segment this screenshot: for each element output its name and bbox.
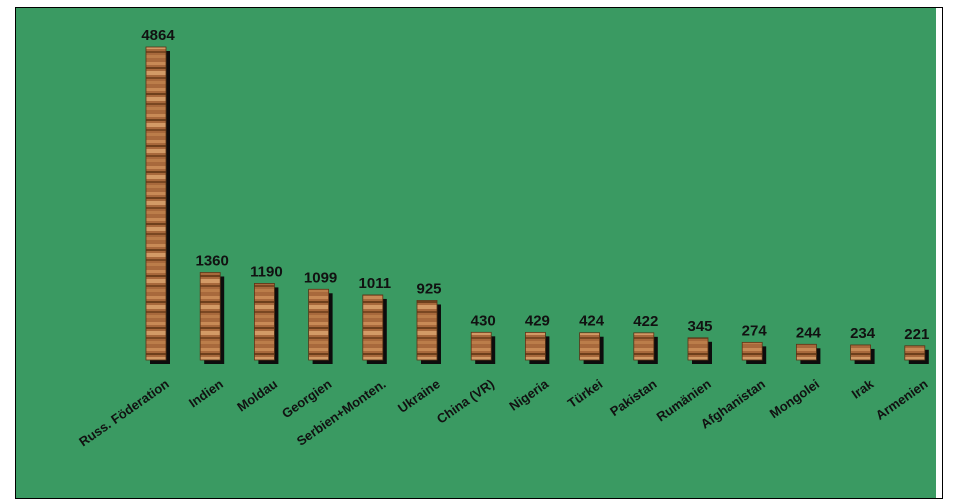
value-label: 430 — [471, 312, 496, 329]
bar — [741, 341, 763, 361]
category-label: Serbien+Monten. — [294, 376, 389, 449]
bar — [253, 283, 275, 361]
bar — [308, 288, 330, 361]
bar — [687, 337, 709, 361]
category-label: Ukraine — [395, 376, 443, 416]
category-label: Indien — [186, 376, 226, 410]
value-label: 244 — [796, 324, 822, 341]
bar — [416, 300, 438, 361]
bar-chart: 4864 Russ. Föderation 1360 Indien 1190 Moldau… — [76, 27, 931, 449]
bar — [633, 332, 655, 361]
category-label: Russ. Föderation — [76, 376, 172, 449]
bar — [145, 46, 167, 361]
category-label: China (VR) — [434, 376, 497, 426]
plot-area: 4864 Russ. Föderation 1360 Indien 1190 Moldau… — [16, 8, 936, 498]
bar — [904, 345, 926, 361]
bar — [579, 332, 600, 361]
bar — [362, 294, 384, 361]
category-label: Armenien — [873, 376, 931, 423]
category-label: Nigeria — [506, 376, 551, 414]
value-label: 221 — [904, 326, 929, 343]
bar — [470, 331, 492, 361]
category-label: Irak — [849, 376, 877, 402]
category-label: Mongolei — [767, 376, 822, 421]
category-label: Moldau — [234, 376, 280, 414]
value-label: 274 — [742, 322, 768, 339]
bar — [199, 272, 221, 361]
value-label: 1011 — [359, 275, 392, 292]
chart-frame: 4864 Russ. Föderation 1360 Indien 1190 Moldau… — [15, 7, 943, 499]
bar — [796, 343, 817, 361]
value-label: 1190 — [250, 263, 283, 280]
value-label: 1360 — [196, 252, 229, 269]
value-label: 345 — [687, 318, 712, 335]
value-label: 422 — [633, 313, 658, 330]
bar — [524, 331, 546, 361]
category-label: Türkei — [565, 376, 606, 411]
value-label: 429 — [525, 312, 550, 329]
value-label: 424 — [579, 313, 605, 330]
value-label: 1099 — [304, 269, 337, 286]
bar — [850, 344, 871, 361]
value-label: 234 — [850, 325, 876, 342]
value-label: 4864 — [141, 27, 175, 44]
value-label: 925 — [416, 280, 441, 297]
category-label: Pakistan — [607, 376, 659, 419]
